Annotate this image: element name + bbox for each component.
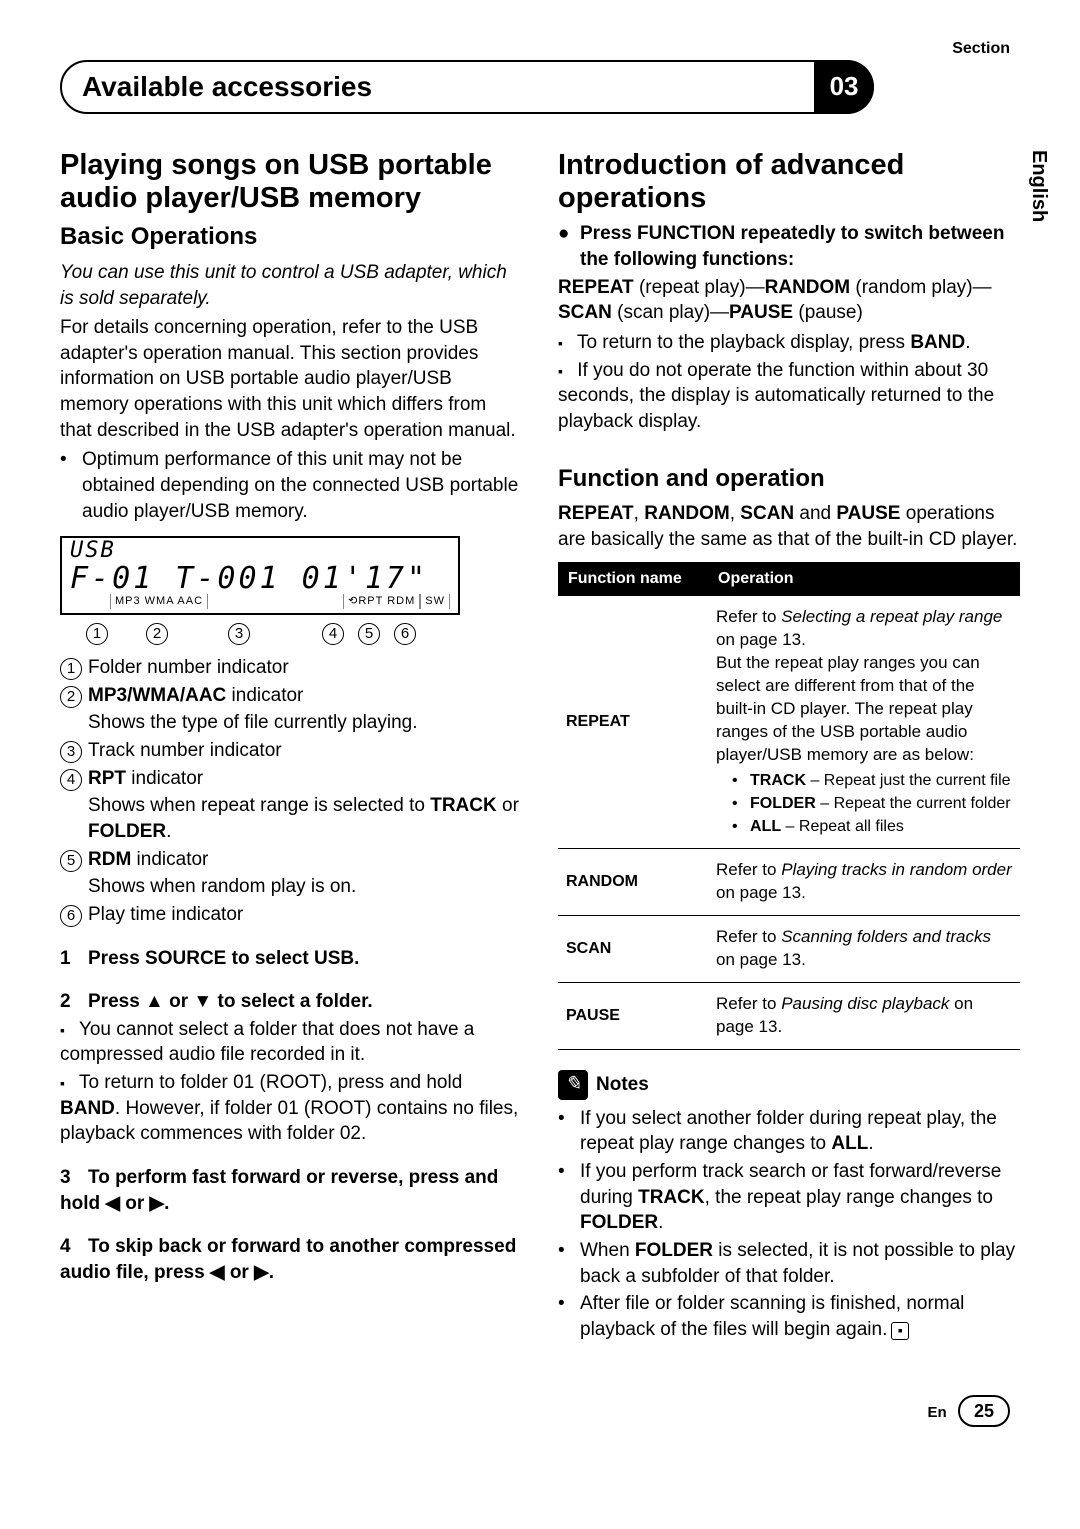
step-2: 2Press ▲ or ▼ to select a folder. [60, 989, 522, 1015]
intro-bullet: • Optimum performance of this unit may n… [60, 447, 522, 524]
end-mark-icon: ▪ [891, 1322, 909, 1340]
footer-lang: En [928, 1404, 947, 1421]
page-number: 25 [958, 1395, 1010, 1427]
page-footer: En 25 [60, 1395, 1020, 1427]
callout-num: 4 [322, 623, 344, 645]
lcd-tag: SW [420, 594, 450, 609]
intro-italic: You can use this unit to control a USB a… [60, 260, 522, 311]
table-row: REPEAT Refer to Selecting a repeat play … [558, 596, 1020, 849]
step-1: 1Press SOURCE to select USB. [60, 946, 522, 972]
lcd-line1: USB [62, 538, 458, 562]
step-3: 3To perform fast forward or reverse, pre… [60, 1165, 522, 1216]
callout-num: 2 [146, 623, 168, 645]
lcd-line2: F-01 T-001 01'17" [62, 562, 458, 594]
function-op-title: Function and operation [558, 463, 1020, 495]
step-4: 4To skip back or forward to another comp… [60, 1234, 522, 1285]
th-function: Function name [558, 562, 708, 596]
left-column: Playing songs on USB portable audio play… [60, 149, 522, 1345]
notes-title: Notes [596, 1072, 649, 1098]
note-item: •When FOLDER is selected, it is not poss… [558, 1238, 1020, 1289]
step2-note2: ▪ To return to folder 01 (ROOT), press a… [60, 1070, 522, 1147]
section-label: Section [952, 38, 1010, 60]
note-item: •If you perform track search or fast for… [558, 1159, 1020, 1236]
right-title: Introduction of advanced operations [558, 149, 1020, 216]
table-row: SCAN Refer to Scanning folders and track… [558, 916, 1020, 983]
indicator-definitions: 1Folder number indicator 2MP3/WMA/AAC in… [60, 655, 522, 927]
lead-bullet: Press FUNCTION repeatedly to switch betw… [580, 221, 1020, 272]
callout-num: 5 [358, 623, 380, 645]
sq-note-2: ▪ If you do not operate the function wit… [558, 358, 1020, 435]
lcd-tag: MP3 WMA AAC [110, 594, 208, 609]
basic-ops-title: Basic Operations [60, 221, 522, 253]
intro-para: For details concerning operation, refer … [60, 315, 522, 443]
header-title: Available accessories [82, 71, 372, 102]
note-item: •If you select another folder during rep… [558, 1106, 1020, 1157]
note-item: •After file or folder scanning is finish… [558, 1291, 1020, 1342]
function-op-intro: REPEAT, RANDOM, SCAN and PAUSE operation… [558, 501, 1020, 552]
left-title: Playing songs on USB portable audio play… [60, 149, 522, 216]
table-row: RANDOM Refer to Playing tracks in random… [558, 849, 1020, 916]
modes-line: REPEAT (repeat play)—RANDOM (random play… [558, 275, 1020, 326]
lcd-diagram: USB F-01 T-001 01'17" MP3 WMA AAC ⟲RPT R… [60, 536, 460, 615]
lead-bullet-icon: ● [558, 221, 580, 272]
table-row: PAUSE Refer to Pausing disc playback on … [558, 982, 1020, 1049]
sq-note-1: ▪ To return to the playback display, pre… [558, 330, 1020, 356]
right-column: Introduction of advanced operations ● Pr… [558, 149, 1020, 1345]
section-number-badge: 03 [814, 60, 874, 114]
callout-num: 3 [228, 623, 250, 645]
function-table: Function name Operation REPEAT Refer to … [558, 562, 1020, 1050]
language-tab: English [1025, 150, 1052, 222]
notes-icon: ✎ [558, 1070, 588, 1100]
header-title-pill: Available accessories 03 [60, 60, 874, 114]
step2-note1: ▪ You cannot select a folder that does n… [60, 1017, 522, 1068]
notes-header: ✎ Notes [558, 1070, 1020, 1100]
intro-bullet-text: Optimum performance of this unit may not… [82, 447, 522, 524]
callout-num: 6 [394, 623, 416, 645]
lcd-tags: MP3 WMA AAC ⟲RPT RDM SW [62, 594, 458, 613]
callout-num: 1 [86, 623, 108, 645]
lcd-tag: ⟲RPT RDM [343, 594, 420, 609]
th-operation: Operation [708, 562, 1020, 596]
bullet-icon: • [60, 447, 82, 524]
